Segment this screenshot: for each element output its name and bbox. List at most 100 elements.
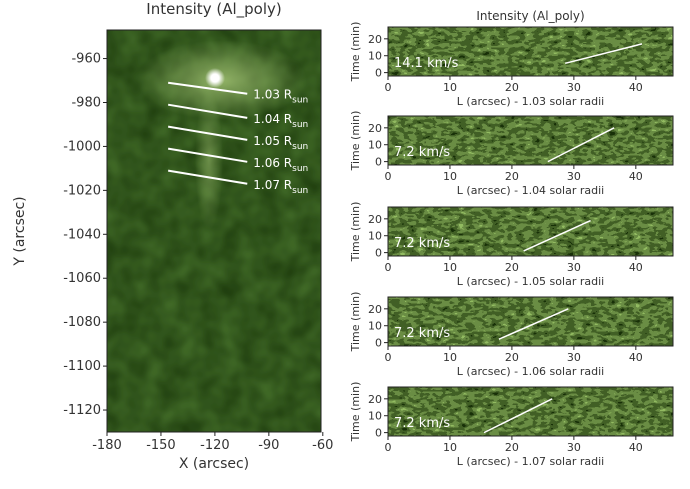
y-tick-label: -980 — [71, 95, 101, 110]
slit-label-text: 1.04 R — [253, 112, 292, 126]
x-axis-label: L (arcsec) - 1.03 solar radii — [457, 95, 604, 108]
x-tick-label: 0 — [385, 261, 392, 274]
y-tick-label: -960 — [71, 52, 101, 67]
image-texture — [388, 27, 673, 76]
y-axis-label: Y (arcsec) — [12, 196, 28, 266]
y-tick-label: -1020 — [63, 183, 101, 198]
speed-label: 7.2 km/s — [394, 326, 450, 341]
plot-frame — [387, 206, 674, 257]
y-axis-label: Time (min) — [349, 382, 362, 443]
fit-line — [483, 398, 553, 434]
y-tick-label: 10 — [368, 139, 382, 152]
y-axis-label: Time (min) — [349, 292, 362, 353]
x-tick-label: -150 — [146, 438, 176, 453]
x-tick-label: 20 — [505, 261, 519, 274]
plot-frame — [387, 26, 674, 77]
slit-label: 1.07 Rsun — [253, 178, 308, 196]
y-tick-label: -1120 — [63, 403, 101, 418]
slit-label-text: 1.07 R — [253, 178, 292, 192]
y-tick-label: 0 — [375, 156, 382, 169]
x-tick-label: 0 — [385, 351, 392, 364]
x-tick-label: 20 — [505, 351, 519, 364]
y-tick-label: 20 — [368, 303, 382, 316]
y-tick-label: -1060 — [63, 271, 101, 286]
slit-label-sub: sun — [292, 164, 308, 174]
x-axis-label: L (arcsec) - 1.04 solar radii — [457, 184, 604, 197]
y-tick-label: 0 — [375, 427, 382, 440]
slit-label: 1.05 Rsun — [253, 134, 308, 152]
jet — [195, 90, 223, 230]
slit-line — [167, 125, 248, 141]
x-tick-label: 30 — [567, 441, 581, 454]
x-axis-label: X (arcsec) — [179, 456, 249, 472]
x-tick-label: 0 — [385, 170, 392, 183]
y-tick-label: 20 — [368, 213, 382, 226]
plot-frame — [387, 296, 674, 347]
fit-line — [523, 219, 591, 252]
y-tick-label: 0 — [375, 67, 382, 80]
x-tick-label: 40 — [629, 351, 643, 364]
slit-line — [167, 169, 248, 185]
y-tick-label: 10 — [368, 230, 382, 243]
fit-line — [565, 43, 643, 65]
x-tick-label: 20 — [505, 441, 519, 454]
slit-line — [168, 81, 248, 95]
slit-label: 1.06 Rsun — [253, 156, 308, 174]
x-tick-label: -60 — [312, 438, 333, 453]
x-tick-label: 10 — [443, 261, 457, 274]
y-tick-label: 10 — [368, 50, 382, 63]
slit-label: 1.03 Rsun — [253, 88, 308, 106]
x-tick-label: 40 — [629, 441, 643, 454]
x-tick-label: 10 — [443, 441, 457, 454]
x-tick-label: -120 — [200, 438, 230, 453]
panel-title: Intensity (Al_poly) — [146, 0, 281, 19]
x-tick-label: 0 — [385, 81, 392, 94]
y-tick-label: -1100 — [63, 359, 101, 374]
x-tick-label: -90 — [258, 438, 279, 453]
x-tick-label: 30 — [567, 351, 581, 364]
x-axis-label: L (arcsec) - 1.07 solar radii — [457, 455, 604, 468]
y-axis-label: Time (min) — [349, 111, 362, 172]
y-tick-label: 20 — [368, 33, 382, 46]
plot-frame — [387, 386, 674, 437]
slit-label-text: 1.05 R — [253, 134, 292, 148]
slit-label-text: 1.03 R — [253, 88, 292, 102]
slit-label-text: 1.06 R — [253, 156, 292, 170]
x-tick-label: 10 — [443, 170, 457, 183]
x-axis-label: L (arcsec) - 1.05 solar radii — [457, 275, 604, 288]
slit-label: 1.04 Rsun — [253, 112, 308, 130]
speed-label: 7.2 km/s — [394, 236, 450, 251]
plot-frame — [387, 115, 674, 166]
x-tick-label: 20 — [505, 81, 519, 94]
slit-label-sub: sun — [292, 142, 308, 152]
x-tick-label: 20 — [505, 170, 519, 183]
speed-label: 7.2 km/s — [394, 416, 450, 431]
slit-line — [167, 103, 248, 119]
bright-core — [205, 68, 225, 88]
x-tick-label: 10 — [443, 81, 457, 94]
y-tick-label: -1080 — [63, 315, 101, 330]
x-tick-label: 30 — [567, 261, 581, 274]
y-tick-label: -1000 — [63, 139, 101, 154]
image-texture — [388, 116, 673, 165]
x-tick-label: 40 — [629, 170, 643, 183]
y-tick-label: 10 — [368, 410, 382, 423]
y-tick-label: 0 — [375, 337, 382, 350]
x-tick-label: 30 — [567, 170, 581, 183]
y-tick-label: 10 — [368, 320, 382, 333]
y-tick-label: -1040 — [63, 227, 101, 242]
slit-label-sub: sun — [292, 186, 308, 196]
slit-label-sub: sun — [292, 120, 308, 130]
x-tick-label: 40 — [629, 81, 643, 94]
y-axis-label: Time (min) — [349, 22, 362, 83]
slit-label-sub: sun — [292, 96, 308, 106]
speed-label: 7.2 km/s — [394, 145, 450, 160]
x-axis-label: L (arcsec) - 1.06 solar radii — [457, 365, 604, 378]
x-tick-label: -180 — [92, 438, 122, 453]
y-tick-label: 20 — [368, 393, 382, 406]
panel-title: Intensity (Al_poly) — [476, 9, 584, 23]
y-tick-label: 0 — [375, 247, 382, 260]
plot-frame — [106, 29, 322, 433]
speed-label: 14.1 km/s — [394, 56, 459, 71]
